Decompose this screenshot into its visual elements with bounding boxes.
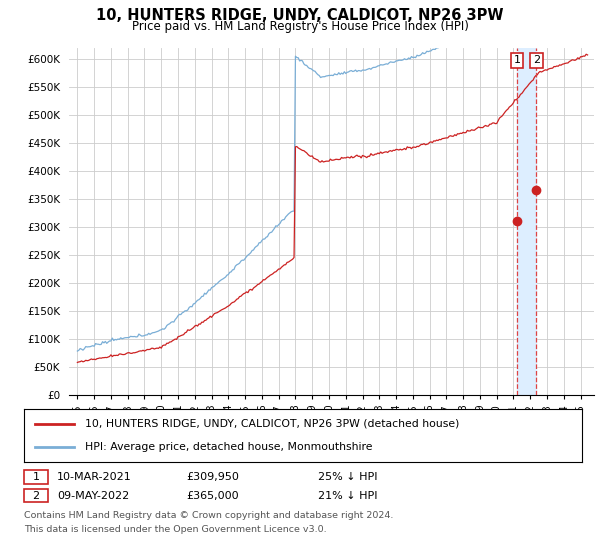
Text: 1: 1 — [32, 472, 40, 482]
Text: 2: 2 — [32, 491, 40, 501]
Bar — [517, 48, 536, 395]
Text: HPI: Average price, detached house, Monmouthshire: HPI: Average price, detached house, Monm… — [85, 442, 373, 452]
Text: 10, HUNTERS RIDGE, UNDY, CALDICOT, NP26 3PW: 10, HUNTERS RIDGE, UNDY, CALDICOT, NP26 … — [96, 8, 504, 24]
Text: 21% ↓ HPI: 21% ↓ HPI — [318, 491, 377, 501]
Text: 2: 2 — [533, 55, 540, 66]
Text: 10, HUNTERS RIDGE, UNDY, CALDICOT, NP26 3PW (detached house): 10, HUNTERS RIDGE, UNDY, CALDICOT, NP26 … — [85, 419, 460, 429]
Text: 25% ↓ HPI: 25% ↓ HPI — [318, 472, 377, 482]
Text: 10-MAR-2021: 10-MAR-2021 — [57, 472, 132, 482]
Text: Contains HM Land Registry data © Crown copyright and database right 2024.: Contains HM Land Registry data © Crown c… — [24, 511, 394, 520]
Text: This data is licensed under the Open Government Licence v3.0.: This data is licensed under the Open Gov… — [24, 525, 326, 534]
Text: £365,000: £365,000 — [186, 491, 239, 501]
Text: 09-MAY-2022: 09-MAY-2022 — [57, 491, 129, 501]
Text: 1: 1 — [514, 55, 521, 66]
Text: £309,950: £309,950 — [186, 472, 239, 482]
Text: Price paid vs. HM Land Registry's House Price Index (HPI): Price paid vs. HM Land Registry's House … — [131, 20, 469, 33]
